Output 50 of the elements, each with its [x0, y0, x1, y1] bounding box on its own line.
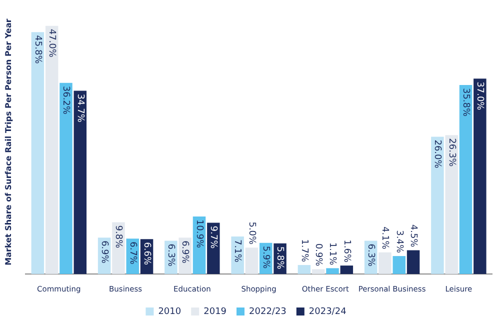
data-label: 1.6%: [341, 240, 352, 263]
legend-label: 2022/23: [249, 306, 286, 317]
data-label: 4.1%: [380, 226, 390, 250]
data-label: 6.3%: [365, 244, 376, 268]
data-label: 6.3%: [166, 244, 176, 268]
data-label: 1.7%: [298, 239, 309, 262]
bar: [312, 269, 325, 274]
data-label: 0.9%: [313, 243, 324, 267]
bar: [60, 82, 72, 274]
y-axis-title: Market Share of Surface Rail Trips Per Person Per Year: [4, 18, 13, 266]
bar: [340, 266, 354, 274]
bar: [459, 84, 472, 274]
legend-label: 2010: [158, 306, 182, 317]
data-label: 36.2%: [60, 86, 71, 115]
bar: [31, 32, 44, 274]
data-label: 47.0%: [46, 28, 56, 58]
data-label: 9.8%: [113, 225, 124, 249]
data-label: 1.1%: [327, 242, 338, 266]
bar: [378, 252, 392, 274]
data-label: 5.9%: [260, 246, 271, 270]
data-label: 4.5%: [408, 224, 418, 248]
data-label: 10.9%: [194, 219, 204, 248]
legend-label: 2019: [204, 306, 227, 317]
data-label: 9.7%: [208, 226, 218, 250]
data-label: 5.8%: [274, 246, 285, 270]
bar: [207, 222, 220, 274]
data-label: 45.8%: [32, 35, 42, 64]
data-label: 7.1%: [232, 240, 242, 263]
bar: [431, 136, 444, 274]
data-label: 6.9%: [98, 240, 109, 264]
data-label: 5.0%: [246, 222, 256, 246]
data-label: 26.3%: [446, 138, 456, 168]
bar: [406, 250, 420, 274]
data-label: 34.7%: [74, 94, 85, 123]
legend-label: 2023/24: [308, 306, 347, 317]
data-label: 35.8%: [460, 88, 470, 118]
data-label: 6.9%: [180, 240, 190, 264]
bar: [298, 265, 311, 274]
data-label: 26.0%: [432, 140, 442, 169]
bar: [74, 90, 87, 274]
data-label: 3.4%: [394, 230, 404, 254]
bar: [392, 256, 406, 274]
bar: [445, 135, 458, 274]
bar: [245, 248, 258, 274]
data-label: 37.0%: [474, 82, 485, 111]
bar: [474, 78, 486, 274]
data-label: 6.7%: [127, 242, 138, 265]
data-label: 6.6%: [141, 242, 152, 266]
bar: [326, 268, 339, 274]
bar: [45, 26, 58, 274]
